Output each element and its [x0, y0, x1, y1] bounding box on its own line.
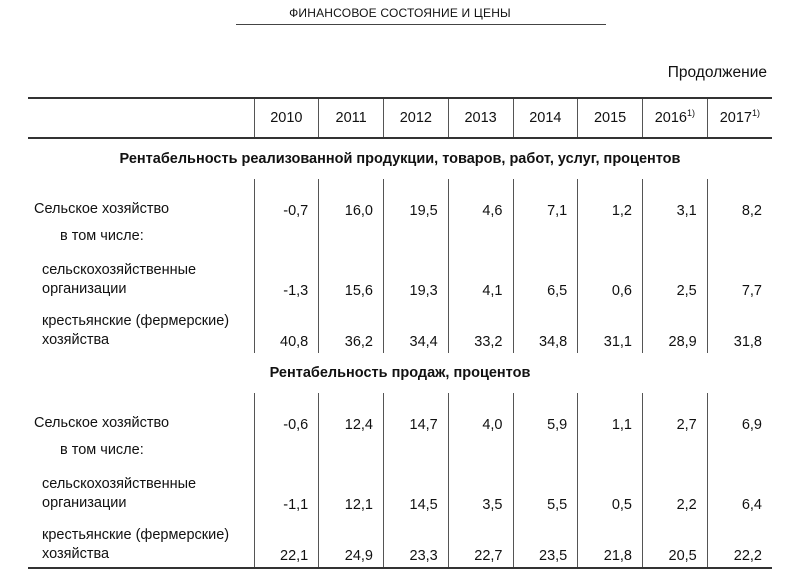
cell-value: 0,6	[577, 249, 643, 302]
year-header: 2014	[512, 97, 578, 139]
cell-value: 6,5	[512, 249, 578, 302]
cell-value: 34,8	[512, 302, 578, 353]
cell-value: 2,2	[642, 463, 708, 516]
section-heading-row: Рентабельность продаж, процентов	[28, 353, 772, 393]
cell-value: 16,0	[318, 179, 384, 222]
cell-value: 14,7	[383, 393, 449, 436]
cell-value: 3,1	[642, 179, 708, 222]
year-header: 20161)	[642, 97, 708, 139]
row-label: в том числе:	[60, 442, 144, 458]
table-header-row: 2010 2011 2012 2013 2014 2015 20161) 201…	[28, 97, 772, 139]
row-label: Сельское хозяйство	[34, 201, 170, 217]
year-header: 20171)	[706, 97, 772, 139]
cell-value: 21,8	[577, 516, 643, 569]
cell-value: 5,9	[512, 393, 578, 436]
cell-value: -1,1	[253, 463, 319, 516]
row-label: сельскохозяйственные организации	[42, 262, 197, 297]
year-header: 2010	[253, 97, 319, 139]
cell-value: 22,2	[706, 516, 772, 569]
running-head: ФИНАНСОВОЕ СОСТОЯНИЕ И ЦЕНЫ	[289, 6, 511, 20]
cell-value: 15,6	[318, 249, 384, 302]
footnote-mark: 1)	[687, 108, 696, 118]
cell-value: 6,4	[706, 463, 772, 516]
cell-value: 1,1	[577, 393, 643, 436]
cell-value: 4,0	[447, 393, 513, 436]
data-table: 2010 2011 2012 2013 2014 2015 20161) 201…	[28, 97, 772, 569]
cell-value: 19,5	[383, 179, 449, 222]
row-label: крестьянские (фермерские) хозяйства	[42, 313, 230, 348]
cell-value: 1,2	[577, 179, 643, 222]
table-row: сельскохозяйственные организации -1,1 12,…	[28, 463, 772, 516]
cell-value: 12,4	[318, 393, 384, 436]
cell-value: 0,5	[577, 463, 643, 516]
continuation-label: Продолжение	[667, 64, 767, 81]
year-header: 2013	[447, 97, 513, 139]
year-header: 2015	[577, 97, 643, 139]
cell-value: 22,7	[447, 516, 513, 569]
table-row: сельскохозяйственные организации -1,3 15,…	[28, 249, 772, 302]
header-rule	[236, 24, 606, 25]
year-header: 2011	[318, 97, 384, 139]
cell-value: 34,4	[383, 302, 449, 353]
cell-value: 40,8	[253, 302, 319, 353]
cell-value: 4,1	[447, 249, 513, 302]
table-row: в том числе:	[28, 222, 772, 249]
table-row: крестьянские (фермерские) хозяйства 40,8 …	[28, 302, 772, 353]
cell-value: 2,5	[642, 249, 708, 302]
cell-value: -1,3	[253, 249, 319, 302]
table-row: крестьянские (фермерские) хозяйства 22,1 …	[28, 516, 772, 569]
cell-value: 12,1	[318, 463, 384, 516]
cell-value: 31,1	[577, 302, 643, 353]
cell-value: 5,5	[512, 463, 578, 516]
table-row: Сельское хозяйство -0,7 16,0 19,5 4,6 7,…	[28, 179, 772, 222]
cell-value: 7,7	[706, 249, 772, 302]
cell-value: 31,8	[706, 302, 772, 353]
year-header: 2012	[383, 97, 449, 139]
footnote-mark: 1)	[752, 108, 761, 118]
cell-value: -0,6	[253, 393, 319, 436]
cell-value: 4,6	[447, 179, 513, 222]
cell-value: 6,9	[706, 393, 772, 436]
table-row: Сельское хозяйство -0,6 12,4 14,7 4,0 5,…	[28, 393, 772, 436]
cell-value: 7,1	[512, 179, 578, 222]
cell-value: -0,7	[253, 179, 319, 222]
cell-value: 2,7	[642, 393, 708, 436]
cell-value: 8,2	[706, 179, 772, 222]
cell-value: 20,5	[642, 516, 708, 569]
cell-value: 14,5	[383, 463, 449, 516]
section-title: Рентабельность реализованной продукции, …	[119, 151, 681, 167]
cell-value: 22,1	[253, 516, 319, 569]
cell-value: 19,3	[383, 249, 449, 302]
cell-value: 3,5	[447, 463, 513, 516]
cell-value: 36,2	[318, 302, 384, 353]
cell-value: 24,9	[318, 516, 384, 569]
section-heading-row: Рентабельность реализованной продукции, …	[28, 138, 772, 179]
row-label: крестьянские (фермерские) хозяйства	[28, 516, 254, 569]
row-label: Сельское хозяйство	[34, 415, 170, 431]
section-title: Рентабельность продаж, процентов	[269, 365, 531, 381]
row-label: сельскохозяйственные организации	[42, 476, 197, 511]
cell-value: 28,9	[642, 302, 708, 353]
header-corner	[28, 97, 254, 139]
table-row: в том числе:	[28, 436, 772, 463]
row-label: в том числе:	[60, 228, 144, 244]
cell-value: 23,3	[383, 516, 449, 569]
cell-value: 23,5	[512, 516, 578, 569]
cell-value: 33,2	[447, 302, 513, 353]
